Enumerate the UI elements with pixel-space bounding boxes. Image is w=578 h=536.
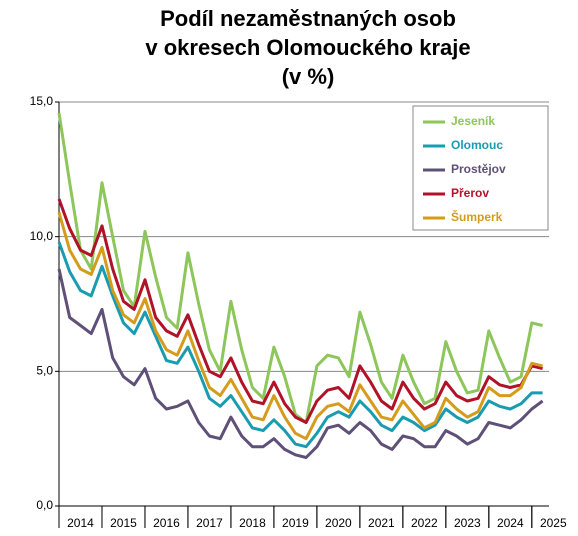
series-line xyxy=(57,241,543,449)
chart-title: Podíl nezaměstnaných osob xyxy=(160,6,456,31)
x-tick-label: 2020 xyxy=(325,516,352,530)
x-tick-label: 2025 xyxy=(540,516,567,530)
x-tick-label: 2016 xyxy=(153,516,180,530)
y-tick-label: 5,0 xyxy=(36,364,53,378)
legend-label: Šumperk xyxy=(451,209,503,224)
x-tick-label: 2014 xyxy=(67,516,94,530)
chart-title: (v %) xyxy=(282,64,335,89)
x-tick-label: 2015 xyxy=(110,516,137,530)
series-line xyxy=(57,198,543,424)
x-tick-label: 2021 xyxy=(368,516,395,530)
x-tick-label: 2023 xyxy=(454,516,481,530)
legend-box xyxy=(412,105,549,231)
y-tick-label: 10,0 xyxy=(30,229,54,243)
legend-label: Jeseník xyxy=(451,114,495,128)
x-tick-label: 2022 xyxy=(411,516,438,530)
legend-label: Olomouc xyxy=(451,138,503,152)
x-tick-label: 2018 xyxy=(239,516,266,530)
series-line xyxy=(57,268,544,459)
x-tick-label: 2019 xyxy=(282,516,309,530)
y-tick-label: 0,0 xyxy=(36,498,53,512)
legend-label: Přerov xyxy=(451,186,489,200)
x-tick-label: 2017 xyxy=(196,516,223,530)
series-line xyxy=(57,211,543,441)
x-tick-label: 2024 xyxy=(497,516,524,530)
legend-label: Prostějov xyxy=(451,162,506,176)
chart-title: v okresech Olomouckého kraje xyxy=(145,35,470,60)
y-tick-label: 15,0 xyxy=(30,94,54,108)
